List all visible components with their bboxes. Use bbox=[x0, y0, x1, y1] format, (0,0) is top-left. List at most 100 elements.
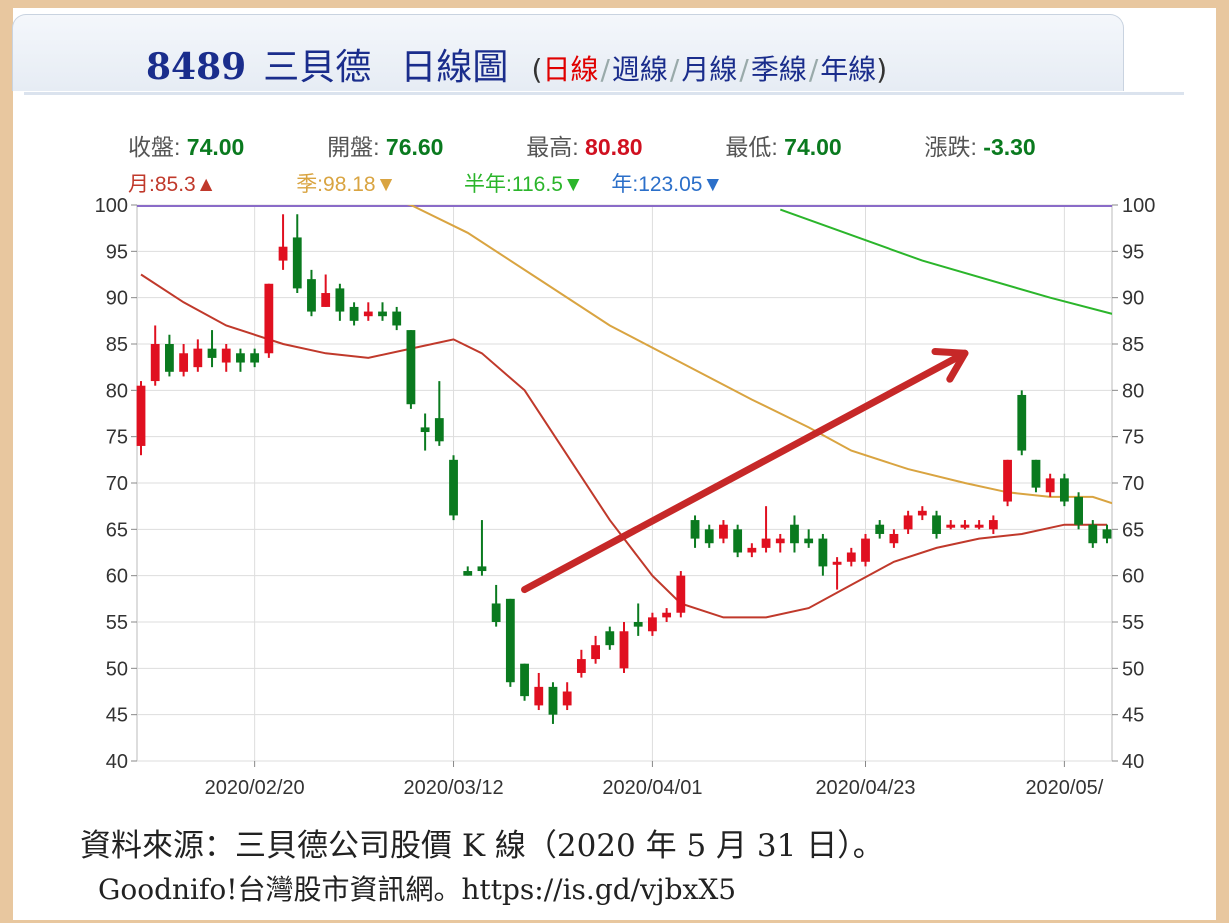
period-link-weekly[interactable]: 週線 bbox=[611, 53, 668, 86]
ma-line-half-year bbox=[779, 208, 1112, 315]
candle bbox=[775, 533, 785, 553]
candle-body bbox=[946, 524, 956, 528]
moving-average-legend: 月:85.3▲ 季:98.18▼ 半年:116.5▼ 年:123.05▼ bbox=[128, 168, 723, 198]
candle bbox=[591, 635, 600, 664]
candle bbox=[974, 520, 984, 530]
y-tick-label-left: 45 bbox=[106, 705, 128, 727]
candle bbox=[605, 626, 615, 650]
candle-body bbox=[349, 306, 359, 321]
candle-body bbox=[704, 529, 714, 544]
source-caption: 資料來源：三貝德公司股價 K 線（2020 年 5 月 31 日）。 bbox=[80, 828, 884, 864]
candle-body bbox=[903, 515, 913, 530]
candle-body bbox=[136, 385, 146, 446]
candle-body bbox=[804, 538, 814, 544]
candle bbox=[477, 520, 487, 576]
candle bbox=[491, 584, 501, 627]
candle bbox=[1088, 520, 1098, 548]
candle-body bbox=[690, 520, 700, 539]
candle-body bbox=[1059, 478, 1069, 502]
close-paren: ) bbox=[876, 53, 888, 86]
candle-body bbox=[278, 246, 288, 261]
candle-body bbox=[733, 529, 743, 553]
candle bbox=[676, 571, 686, 618]
candle bbox=[321, 274, 331, 307]
candle-body bbox=[449, 459, 458, 516]
close-value: 74.00 bbox=[186, 134, 245, 160]
candle bbox=[150, 325, 160, 386]
candle bbox=[1074, 492, 1083, 530]
y-tick-label-left: 75 bbox=[106, 427, 128, 449]
candle bbox=[1031, 459, 1041, 493]
candle-body bbox=[1074, 496, 1083, 525]
candle-body bbox=[619, 631, 629, 669]
candle-body bbox=[676, 575, 686, 613]
open-label: 開盤: bbox=[327, 134, 380, 160]
open-paren: ( bbox=[531, 53, 543, 86]
candle-body bbox=[378, 311, 387, 317]
candle bbox=[619, 622, 629, 673]
arrow-shaft bbox=[521, 349, 969, 594]
axes: 100 100 95 95 90 90 85 85 80 80 75 75 70 70 65 65 60 60 55… bbox=[95, 195, 1156, 799]
trend-arrow bbox=[521, 348, 969, 594]
candle-body bbox=[150, 344, 160, 382]
period-link-monthly[interactable]: 月線 bbox=[681, 53, 738, 86]
candle-body bbox=[505, 598, 515, 683]
y-tick-label-right: 90 bbox=[1122, 288, 1144, 310]
candle-body bbox=[250, 353, 260, 363]
candle bbox=[434, 381, 444, 446]
candle-body bbox=[321, 293, 331, 307]
change-label: 漲跌: bbox=[924, 134, 977, 160]
candle-body bbox=[917, 510, 927, 516]
candle bbox=[207, 330, 217, 368]
y-tick-label-left: 55 bbox=[106, 612, 128, 634]
candle bbox=[903, 510, 913, 534]
candle-body bbox=[818, 538, 828, 567]
candle bbox=[761, 506, 771, 553]
y-tick-label-right: 100 bbox=[1122, 195, 1155, 217]
y-tick-label-left: 40 bbox=[106, 751, 128, 773]
change-value: -3.30 bbox=[983, 134, 1036, 160]
candle-body bbox=[1031, 459, 1041, 488]
candle bbox=[1017, 390, 1027, 456]
candle-body bbox=[875, 524, 885, 534]
candle bbox=[846, 547, 856, 567]
period-links: (日線/週線/月線/季線/年線) bbox=[531, 53, 888, 86]
candle-body bbox=[477, 566, 487, 572]
ma-month: 月:85.3▲ bbox=[128, 173, 217, 196]
high-label: 最高: bbox=[526, 134, 579, 160]
period-link-quarterly[interactable]: 季線 bbox=[750, 53, 807, 86]
y-tick-label-right: 60 bbox=[1122, 566, 1144, 588]
chart-title: 8489 三貝德 日線圖 (日線/週線/月線/季線/年線) bbox=[146, 38, 887, 90]
candle-body bbox=[648, 617, 657, 632]
ma-line-month bbox=[140, 273, 1107, 619]
y-tick-label-left: 65 bbox=[106, 519, 128, 541]
candle-body bbox=[335, 288, 345, 312]
high-value: 80.80 bbox=[585, 134, 643, 160]
candle bbox=[832, 557, 842, 590]
candle-body bbox=[1045, 478, 1055, 493]
candle bbox=[818, 533, 828, 576]
candle-body bbox=[861, 538, 870, 562]
candle bbox=[292, 214, 302, 294]
candle-body bbox=[307, 279, 316, 312]
candle-body bbox=[221, 348, 231, 363]
candle bbox=[790, 515, 799, 553]
y-tick-label-left: 95 bbox=[106, 241, 128, 263]
candle bbox=[704, 524, 714, 548]
candle-body bbox=[406, 330, 416, 405]
price-stats: 收盤: 74.00 開盤: 76.60 最高: 80.80 最低: 74.00 … bbox=[128, 128, 1036, 162]
y-tick-label-right: 65 bbox=[1122, 519, 1144, 541]
candle-body bbox=[548, 686, 558, 715]
candle bbox=[690, 515, 700, 548]
candle bbox=[520, 663, 529, 701]
candle-body bbox=[1102, 529, 1112, 539]
low-label: 最低: bbox=[725, 134, 778, 160]
candle bbox=[136, 381, 146, 456]
period-link-daily[interactable]: 日線 bbox=[542, 53, 599, 86]
candle-body bbox=[392, 311, 402, 326]
candle bbox=[562, 682, 572, 711]
period-link-yearly[interactable]: 年線 bbox=[820, 53, 877, 86]
candle-body bbox=[363, 311, 373, 317]
candle-body bbox=[889, 533, 899, 544]
